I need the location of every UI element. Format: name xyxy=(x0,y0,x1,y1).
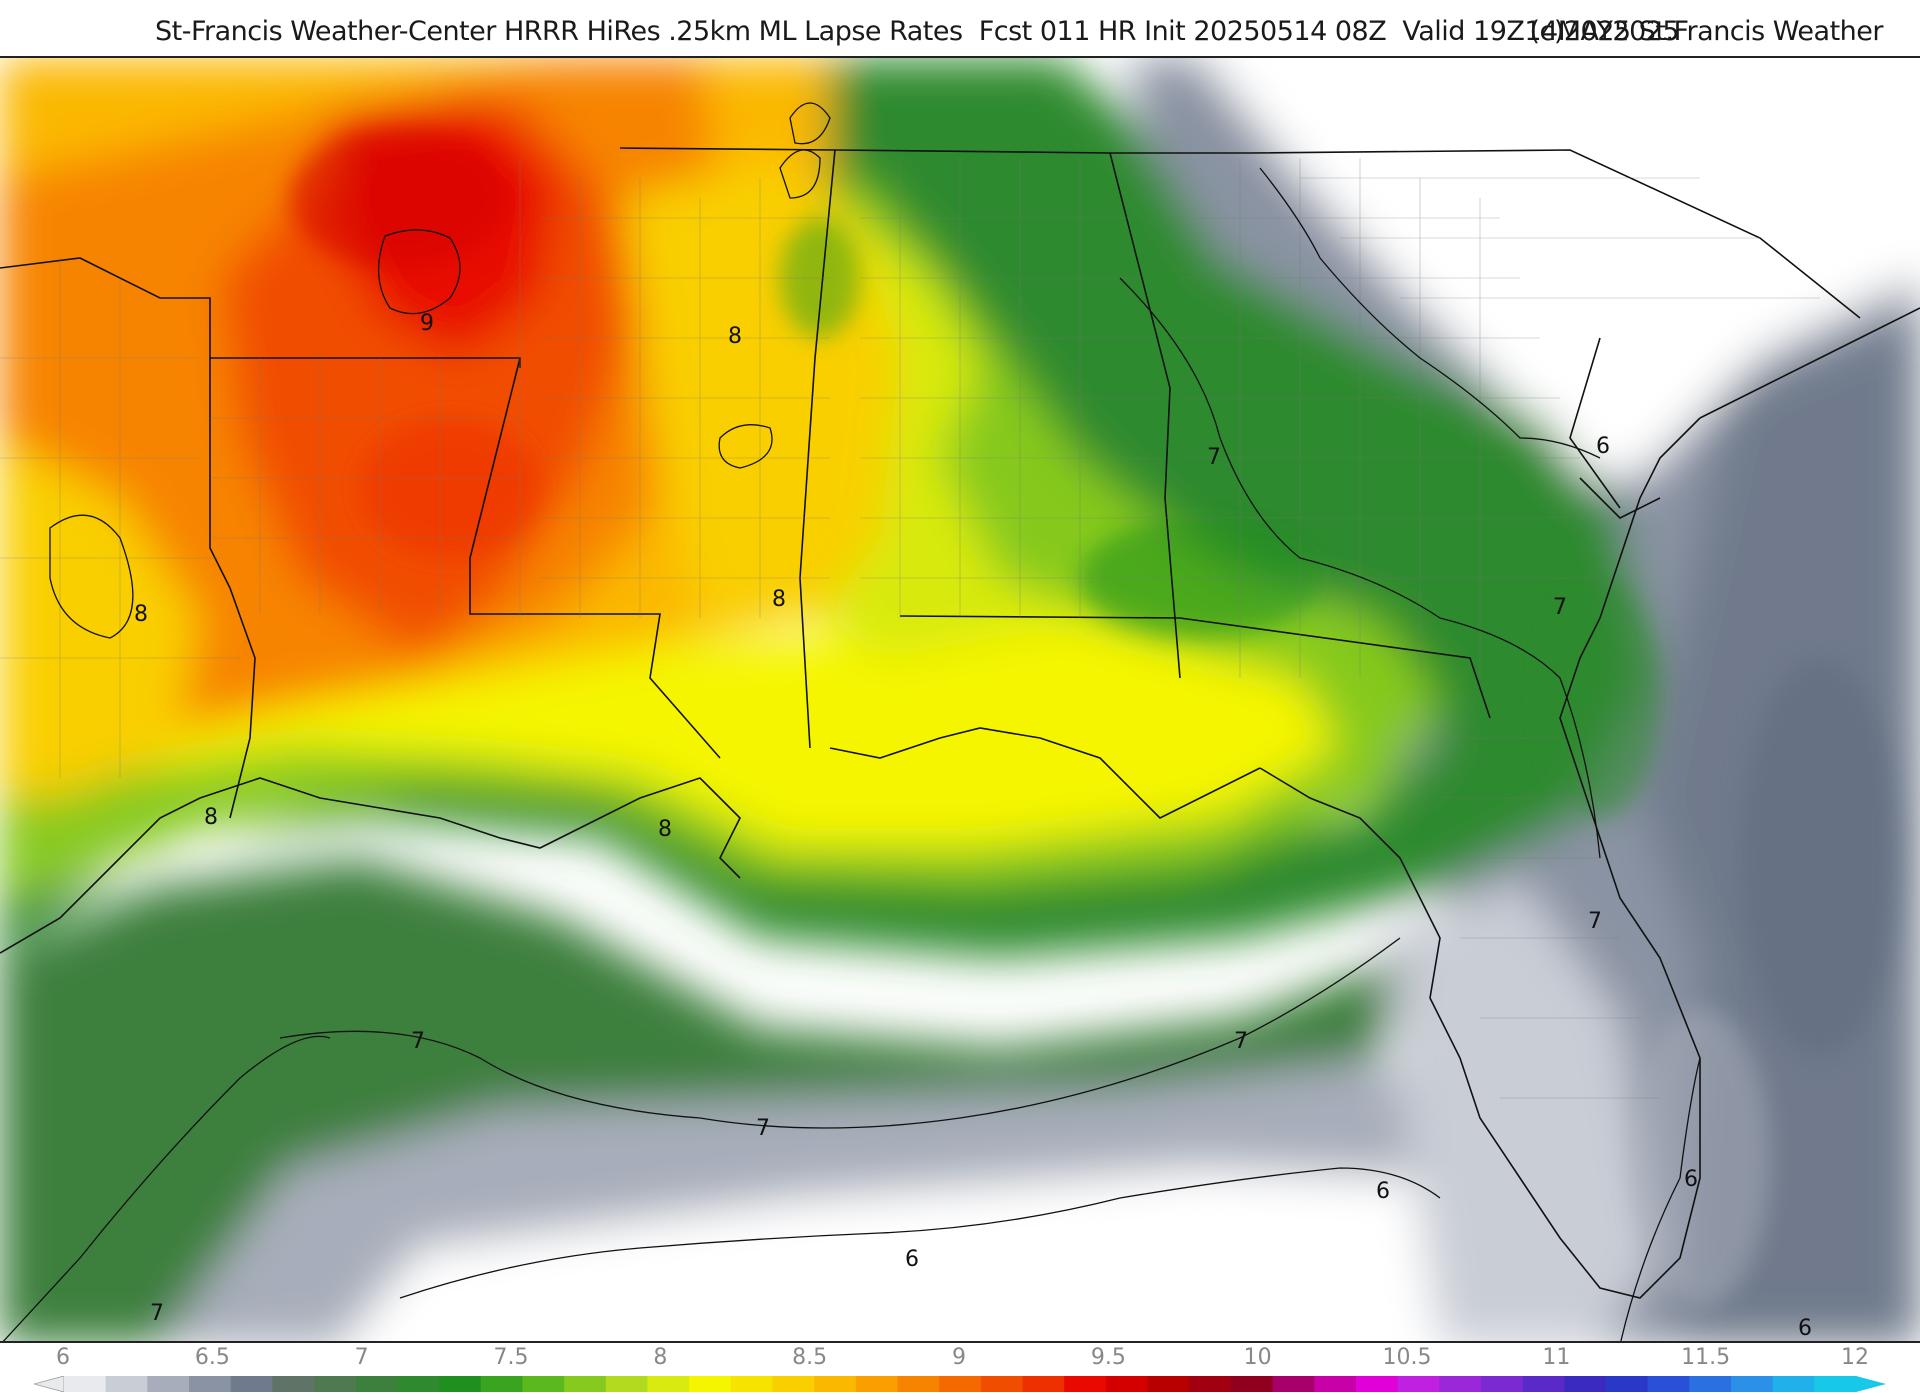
contour-label: 8 xyxy=(728,324,742,349)
colorbar-swatch xyxy=(147,1376,190,1392)
colorbar-swatch xyxy=(855,1376,898,1392)
colorbar-swatch xyxy=(314,1376,357,1392)
county-boundaries xyxy=(0,158,1820,1099)
colorbar-swatch xyxy=(1189,1376,1232,1392)
colorbar-swatch xyxy=(730,1376,773,1392)
colorbar-label: 9 xyxy=(952,1345,966,1370)
colorbar-label: 12 xyxy=(1841,1345,1869,1370)
colorbar-swatch xyxy=(397,1376,440,1392)
colorbar-swatch xyxy=(1814,1376,1857,1392)
contour-label: 7 xyxy=(1588,909,1602,934)
colorbar-swatch xyxy=(1522,1376,1565,1392)
colorbar-swatch xyxy=(1730,1376,1774,1392)
colorbar-swatch xyxy=(689,1376,732,1392)
colorbar-swatch xyxy=(1439,1376,1482,1392)
colorbar-swatch xyxy=(1022,1376,1065,1392)
colorbar-swatch xyxy=(1064,1376,1107,1392)
contour-label: 7 xyxy=(756,1116,770,1141)
colorbar xyxy=(34,1376,1886,1392)
colorbar-swatch xyxy=(1230,1376,1274,1392)
colorbar-swatch xyxy=(64,1376,107,1392)
contour-label-group: 9 8 8 8 8 8 7 7 7 7 7 7 7 6 6 6 6 6 6 xyxy=(134,311,1812,1341)
title-bar: St-Francis Weather-Center HRRR HiRes .25… xyxy=(0,0,1920,58)
colorbar-swatch xyxy=(647,1376,690,1392)
colorbar-swatch xyxy=(939,1376,982,1392)
colorbar-label: 7.5 xyxy=(493,1345,529,1370)
colorbar-swatch xyxy=(772,1376,815,1392)
colorbar-swatch xyxy=(1272,1376,1315,1392)
contour-label: 6 xyxy=(905,1247,919,1272)
colorbar-swatch xyxy=(439,1376,482,1392)
colorbar-min-arrow xyxy=(34,1376,65,1392)
colorbar-label: 8 xyxy=(653,1345,668,1370)
copyright: (c)2025 St.Francis Weather xyxy=(1529,16,1883,47)
colorbar-max-arrow xyxy=(1856,1376,1886,1392)
colorbar-swatch xyxy=(480,1376,523,1392)
colorbar-swatch xyxy=(1355,1376,1399,1392)
contour-lines xyxy=(2,102,1701,1341)
colorbar-label: 10 xyxy=(1243,1345,1272,1370)
contour-label: 6 xyxy=(1798,1316,1812,1341)
contour-label: 7 xyxy=(1234,1029,1248,1054)
lapse-rate-map: 9 8 8 8 8 8 7 7 7 7 7 7 7 6 6 6 6 6 6 xyxy=(0,58,1920,1341)
coastlines xyxy=(0,307,1920,1299)
contour-label: 7 xyxy=(150,1301,164,1326)
colorbar-swatch xyxy=(1772,1376,1815,1392)
colorbar-swatch xyxy=(814,1376,857,1392)
colorbar-swatch xyxy=(355,1376,398,1392)
contour-label: 8 xyxy=(658,817,672,842)
colorbar-label: 6 xyxy=(56,1345,70,1370)
contour-label: 8 xyxy=(772,587,786,612)
colorbar-swatch xyxy=(522,1376,565,1392)
colorbar-swatch xyxy=(1564,1376,1607,1392)
state-boundaries xyxy=(0,147,1861,819)
map-panel: 9 8 8 8 8 8 7 7 7 7 7 7 7 6 6 6 6 6 6 xyxy=(0,56,1920,1343)
colorbar-swatch xyxy=(564,1376,607,1392)
contour-label: 9 xyxy=(420,311,434,336)
colorbar-swatch xyxy=(272,1376,315,1392)
colorbar-swatch xyxy=(1605,1376,1649,1392)
contour-label: 6 xyxy=(1596,434,1610,459)
colorbar-label: 7 xyxy=(354,1345,369,1370)
colorbar-swatch xyxy=(1480,1376,1524,1392)
contour-label: 6 xyxy=(1684,1167,1698,1192)
colorbar-labels: 6 6.5 7 7.5 8 8.5 9 9.5 10 10.5 11 11.5 12 xyxy=(0,1343,1920,1373)
contour-label: 7 xyxy=(1553,595,1567,620)
colorbar-label: 8.5 xyxy=(792,1345,828,1370)
colorbar-swatch xyxy=(189,1376,232,1392)
colorbar-swatch xyxy=(980,1376,1024,1392)
map-title: St-Francis Weather-Center HRRR HiRes .25… xyxy=(155,16,1680,47)
colorbar-label: 9.5 xyxy=(1090,1345,1126,1370)
colorbar-label: 11.5 xyxy=(1681,1345,1731,1370)
colorbar-swatch xyxy=(1314,1376,1357,1392)
colorbar-swatch xyxy=(230,1376,273,1392)
colorbar-label: 10.5 xyxy=(1382,1345,1432,1370)
colorbar-label: 11 xyxy=(1542,1345,1571,1370)
colorbar-label: 6.5 xyxy=(194,1345,230,1370)
colorbar-swatch xyxy=(605,1376,648,1392)
colorbar-swatch xyxy=(1147,1376,1190,1392)
colorbar-swatch xyxy=(1397,1376,1440,1392)
contour-label: 8 xyxy=(134,602,148,627)
contour-label: 7 xyxy=(1207,445,1221,470)
contour-label: 8 xyxy=(204,805,218,830)
contour-label: 6 xyxy=(1376,1179,1390,1204)
colorbar-swatch xyxy=(897,1376,940,1392)
contour-label: 7 xyxy=(411,1029,425,1054)
colorbar-swatch xyxy=(1647,1376,1690,1392)
colorbar-swatch xyxy=(1105,1376,1149,1392)
colorbar-swatch xyxy=(1689,1376,1732,1392)
colorbar-swatch xyxy=(105,1376,148,1392)
